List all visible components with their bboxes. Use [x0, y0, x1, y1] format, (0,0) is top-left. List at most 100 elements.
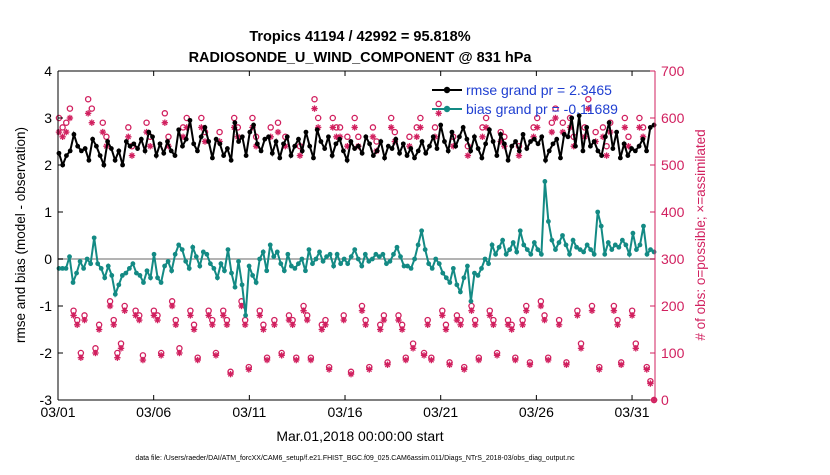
bias-point [486, 261, 491, 267]
rmse-point [262, 136, 268, 142]
rmse-point [602, 134, 608, 140]
bias-point [503, 251, 509, 257]
rmse-point [415, 148, 421, 154]
rmse-point [277, 155, 283, 161]
obs-possible-point [636, 114, 643, 122]
bias-point [457, 289, 463, 295]
obs-assimilated-point [121, 307, 128, 314]
obs-possible-point [435, 100, 442, 108]
legend: rmse grand pr = 2.3465 bias grand pr = -… [432, 82, 618, 117]
obs-assimilated-point [318, 326, 326, 333]
obs-assimilated-point [304, 316, 311, 324]
rmse-point [213, 136, 219, 142]
obs-possible-point [552, 105, 559, 112]
rmse-point [363, 134, 369, 140]
rmse-point [202, 125, 208, 130]
bias-point [148, 275, 153, 281]
obs-assimilated-point [311, 105, 318, 112]
rmse-point [153, 153, 159, 159]
bias-point [183, 258, 189, 264]
obs-assimilated-point [413, 133, 420, 140]
obs-assimilated-point [172, 321, 179, 328]
bias-point [461, 275, 467, 281]
rmse-point [247, 129, 253, 135]
bias-point [538, 251, 544, 257]
obs-possible-point [99, 119, 107, 126]
legend-rmse-label: rmse grand pr = 2.3465 [466, 82, 612, 98]
obs-assimilated-point [541, 316, 548, 324]
bias-point [563, 242, 569, 248]
obs-assimilated-point [395, 316, 402, 324]
bias-point [151, 251, 157, 257]
obs-assimilated-point [617, 361, 625, 368]
obs-assimilated-point [563, 361, 570, 368]
rmse-point [172, 153, 178, 159]
bias-point [630, 230, 636, 236]
y-right-tick-label: 200 [661, 298, 685, 314]
y-left-tick-label: 2 [44, 157, 52, 173]
bias-point [144, 268, 150, 274]
obs-assimilated-point [610, 307, 618, 314]
obs-possible-point [369, 124, 377, 131]
y-left-tick-label: 4 [44, 63, 52, 79]
y-left-tick-label: 0 [44, 251, 52, 267]
bias-point [179, 247, 185, 253]
obs-assimilated-point [351, 124, 358, 131]
rmse-point [647, 125, 653, 130]
rmse-point [445, 148, 451, 154]
x-tick-label: 03/16 [327, 404, 362, 420]
bias-point [415, 242, 421, 248]
rmse-point [292, 143, 298, 149]
obs-possible-point [198, 114, 205, 122]
bias-point [215, 275, 220, 281]
bias-point [387, 258, 393, 264]
bias-point [246, 263, 252, 269]
bias-point [303, 268, 308, 274]
rmse-point [221, 153, 227, 159]
obs-assimilated-point [457, 321, 464, 328]
rmse-point [498, 132, 503, 137]
obs-assimilated-point [504, 321, 512, 328]
obs-assimilated-point [526, 361, 534, 368]
y-axis-left-label: rmse and bias (model - observation) [13, 127, 28, 343]
bias-point [616, 244, 622, 250]
rmse-point [546, 148, 552, 154]
rmse-point [344, 157, 350, 163]
bias-point [637, 242, 643, 248]
rmse-point [105, 139, 111, 144]
bias-point [260, 249, 266, 255]
obs-assimilated-point [278, 352, 285, 359]
bias-point [172, 251, 178, 257]
bias-point [500, 237, 506, 243]
obs-assimilated-point [439, 312, 446, 319]
bias-point [546, 219, 551, 224]
rmse-point [490, 139, 496, 144]
rmse-point [535, 141, 541, 147]
bias-point [362, 251, 368, 257]
bias-point [158, 280, 164, 285]
obs-assimilated-point [325, 366, 333, 373]
bias-point [222, 268, 227, 274]
obs-assimilated-point [460, 366, 468, 373]
obs-possible-point [125, 124, 132, 131]
bias-point [450, 266, 456, 271]
rmse-point [524, 146, 530, 151]
obs-assimilated-point [63, 128, 70, 136]
bias-point [67, 254, 72, 260]
bias-point [123, 270, 129, 276]
obs-assimilated-point [263, 356, 271, 364]
bias-point [626, 251, 632, 257]
obs-assimilated-point [377, 326, 384, 333]
bias-point [345, 261, 351, 267]
rmse-point [206, 139, 212, 144]
obs-possible-point [548, 119, 556, 126]
x-tick-label: 03/11 [232, 404, 266, 420]
bias-point [190, 244, 196, 250]
rmse-point [176, 127, 182, 133]
bias-point [472, 270, 477, 276]
rmse-point [438, 122, 444, 128]
rmse-point [595, 148, 601, 154]
x-tick-label: 03/21 [423, 404, 458, 420]
obs-assimilated-point [464, 152, 472, 159]
